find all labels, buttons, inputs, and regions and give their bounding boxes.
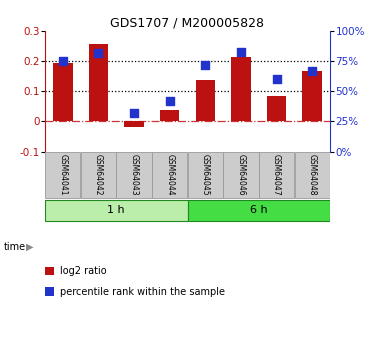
- Bar: [152, 152, 188, 198]
- Text: GSM64044: GSM64044: [165, 154, 174, 196]
- Bar: [294, 152, 330, 198]
- Text: log2 ratio: log2 ratio: [60, 266, 106, 276]
- Text: GSM64043: GSM64043: [130, 154, 139, 196]
- Bar: [53, 63, 73, 121]
- Title: GDS1707 / M200005828: GDS1707 / M200005828: [111, 17, 264, 30]
- Bar: [267, 96, 286, 121]
- Bar: [259, 152, 294, 198]
- Text: GSM64041: GSM64041: [58, 155, 68, 196]
- Point: [60, 58, 66, 64]
- Text: ▶: ▶: [26, 242, 33, 252]
- Text: GSM64048: GSM64048: [308, 155, 316, 196]
- Bar: [302, 71, 322, 121]
- Point: [238, 49, 244, 54]
- Text: 1 h: 1 h: [107, 205, 125, 215]
- Text: GSM64046: GSM64046: [236, 154, 245, 196]
- Bar: [160, 110, 180, 121]
- Text: GSM64042: GSM64042: [94, 155, 103, 196]
- Text: time: time: [4, 242, 26, 252]
- Bar: [188, 152, 223, 198]
- Bar: [124, 121, 144, 127]
- Text: GSM64045: GSM64045: [201, 154, 210, 196]
- Bar: [195, 80, 215, 121]
- Bar: [223, 152, 259, 198]
- Bar: [88, 44, 108, 121]
- Bar: [188, 200, 330, 221]
- Bar: [45, 200, 188, 221]
- Bar: [45, 152, 81, 198]
- Bar: [231, 57, 251, 121]
- Bar: [81, 152, 116, 198]
- Point: [309, 68, 315, 73]
- Point: [202, 62, 208, 68]
- Text: percentile rank within the sample: percentile rank within the sample: [60, 287, 225, 296]
- Point: [131, 110, 137, 116]
- Text: 6 h: 6 h: [250, 205, 268, 215]
- Point: [95, 50, 101, 56]
- Bar: [116, 152, 152, 198]
- Point: [166, 98, 172, 104]
- Text: GSM64047: GSM64047: [272, 154, 281, 196]
- Point: [273, 77, 279, 82]
